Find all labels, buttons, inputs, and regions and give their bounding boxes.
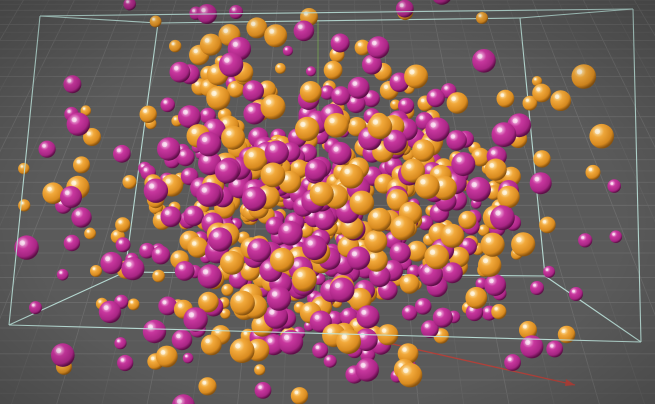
viewport-vignette (0, 0, 655, 404)
viewport-scene[interactable] (0, 0, 655, 404)
3d-viewport[interactable] (0, 0, 655, 404)
